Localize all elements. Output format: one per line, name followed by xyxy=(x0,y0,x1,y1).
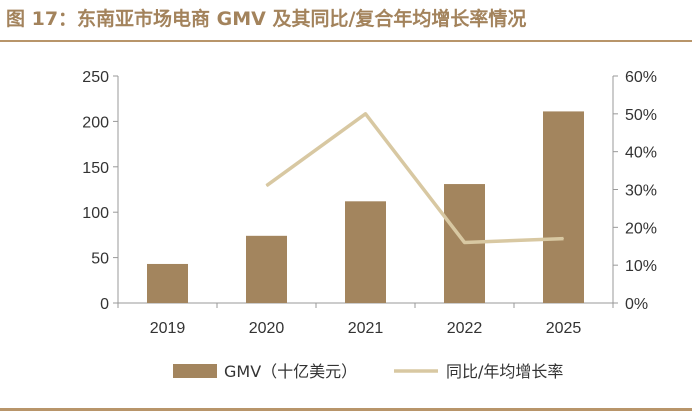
line-point xyxy=(365,113,366,115)
right-axis-ticks: 0% 10% 20% 30% 40% 50% 60% xyxy=(613,69,657,313)
line-point xyxy=(464,241,465,243)
figure-title: 图 17：东南亚市场电商 GMV 及其同比/复合年均增长率情况 xyxy=(6,8,527,30)
legend: GMV（十亿美元） 同比/年均增长率 xyxy=(173,362,563,381)
left-tick-label: 250 xyxy=(82,69,109,86)
right-tick-label: 60% xyxy=(625,69,657,86)
left-tick-label: 100 xyxy=(82,205,109,222)
left-tick-label: 150 xyxy=(82,160,109,177)
x-tick-label: 2019 xyxy=(150,320,186,337)
x-tick-label: 2021 xyxy=(348,320,384,337)
line-point xyxy=(266,185,267,187)
left-tick-label: 200 xyxy=(82,114,109,131)
bar xyxy=(345,201,386,303)
line-series xyxy=(265,112,564,245)
right-tick-label: 10% xyxy=(625,258,657,275)
x-axis-ticks: 2019 2020 2021 2022 2025 xyxy=(117,303,614,337)
x-tick-label: 2020 xyxy=(249,320,285,337)
legend-bar-label: GMV（十亿美元） xyxy=(224,362,357,381)
bar-series xyxy=(147,111,584,303)
right-tick-label: 50% xyxy=(625,107,657,124)
legend-bar-swatch xyxy=(173,364,217,378)
left-axis-ticks: 0 50 100 150 200 250 xyxy=(82,69,118,313)
bar xyxy=(246,235,287,303)
right-tick-label: 20% xyxy=(625,220,657,237)
growth-line xyxy=(265,112,564,245)
line-point xyxy=(563,238,564,240)
bottom-divider xyxy=(0,408,692,411)
bar xyxy=(147,263,188,303)
x-tick-label: 2022 xyxy=(447,320,483,337)
legend-line-label: 同比/年均增长率 xyxy=(446,362,563,381)
right-tick-label: 30% xyxy=(625,183,657,200)
bar xyxy=(543,111,584,303)
x-tick-label: 2025 xyxy=(546,320,582,337)
right-tick-label: 0% xyxy=(625,296,648,313)
left-tick-label: 50 xyxy=(91,251,109,268)
title-divider xyxy=(0,40,692,42)
right-tick-label: 40% xyxy=(625,145,657,162)
left-tick-label: 0 xyxy=(100,296,109,313)
